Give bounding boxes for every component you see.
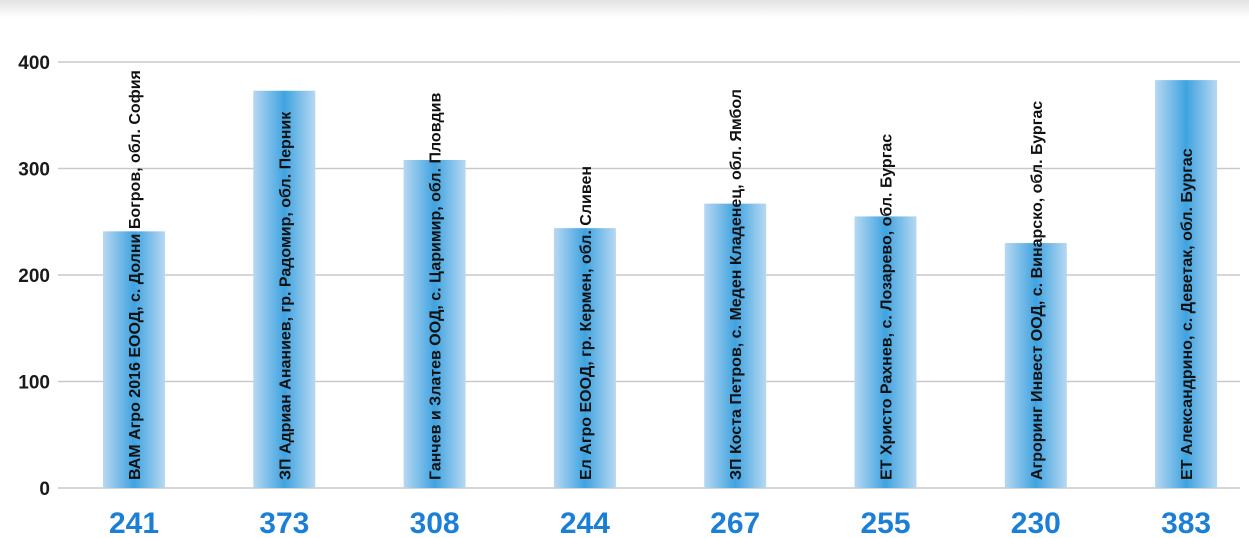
y-tick-label-400: 400 bbox=[18, 53, 50, 74]
value-label-3: 308 bbox=[410, 507, 460, 538]
value-label-5: 267 bbox=[710, 507, 760, 538]
y-tick-label-0: 0 bbox=[39, 479, 50, 500]
top-band bbox=[0, 0, 1249, 18]
value-label-8: 383 bbox=[1161, 507, 1211, 538]
bar-3 bbox=[403, 159, 466, 489]
bar-label-7: Агроринг Инвест ООД, с. Винарско, обл. Б… bbox=[1029, 101, 1046, 480]
value-label-4: 244 bbox=[560, 507, 610, 538]
bar-label-3: Ганчев и Златев ООД, с. Царимир, обл. Пл… bbox=[428, 92, 445, 480]
bar-labels: ВАМ Агро 2016 ЕООД, с. Долни Богров, обл… bbox=[127, 70, 1196, 480]
y-tick-label-200: 200 bbox=[18, 266, 50, 287]
bar-label-2: ЗП Адриан Ананиев, гр. Радомир, обл. Пер… bbox=[277, 111, 294, 480]
bar-label-6: ЕТ Христо Рахнев, с. Лозарево, обл. Бург… bbox=[879, 134, 896, 480]
value-label-1: 241 bbox=[109, 507, 159, 538]
bar-5 bbox=[704, 203, 767, 488]
bar-label-1: ВАМ Агро 2016 ЕООД, с. Долни Богров, обл… bbox=[127, 70, 144, 480]
y-tick-label-100: 100 bbox=[18, 373, 50, 394]
bar-label-4: Ел Агро ЕООД, гр. Кермен, обл. Сливен bbox=[578, 166, 595, 480]
y-tick-label-300: 300 bbox=[18, 160, 50, 181]
bar-label-5: ЗП Коста Петров, с. Меден Кладенец, обл.… bbox=[728, 89, 745, 480]
bar-7 bbox=[1004, 243, 1067, 488]
value-label-6: 255 bbox=[860, 507, 910, 538]
bars bbox=[103, 80, 1218, 489]
value-labels: 241 373 308 244 267 255 230 383 bbox=[109, 507, 1211, 538]
bar-1 bbox=[103, 231, 165, 488]
value-label-7: 230 bbox=[1011, 507, 1061, 538]
bar-label-8: ЕТ Александрино, с. Деветак, обл. Бургас bbox=[1179, 148, 1196, 480]
bar-2 bbox=[253, 90, 316, 488]
bar-4 bbox=[553, 228, 616, 488]
value-label-2: 373 bbox=[259, 507, 309, 538]
y-axis-ticks: 0 100 200 300 400 bbox=[18, 53, 50, 500]
bar-6 bbox=[854, 216, 917, 489]
bar-8 bbox=[1155, 80, 1218, 488]
